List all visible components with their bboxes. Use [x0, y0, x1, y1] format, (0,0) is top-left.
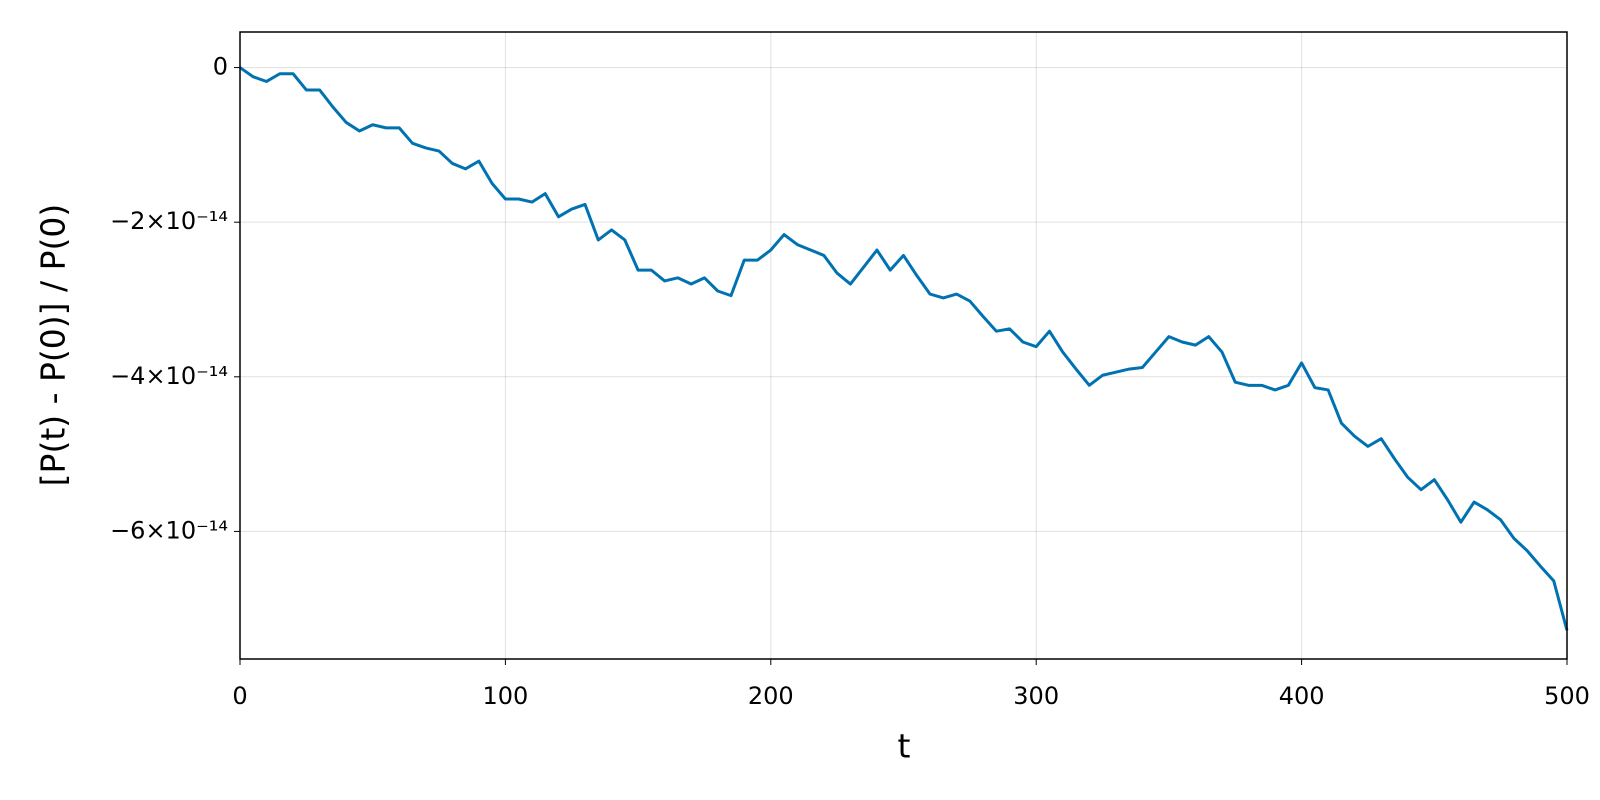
plot-frame [239, 31, 1568, 660]
x-tick-label: 100 [482, 682, 528, 710]
y-tick-label: −6×10⁻¹⁴ [110, 516, 228, 544]
x-tick-label: 500 [1544, 682, 1590, 710]
x-tick-label: 200 [748, 682, 794, 710]
y-axis-label: [P(t) - P(0)] / P(0) [34, 204, 73, 487]
data-line [239, 66, 1569, 631]
x-axis-label: t [898, 727, 911, 766]
y-tick-label: −2×10⁻¹⁴ [110, 207, 228, 235]
x-tick-label: 0 [232, 682, 247, 710]
x-tick-label: 300 [1013, 682, 1059, 710]
y-tick-label: 0 [213, 53, 228, 81]
x-tick-label: 400 [1279, 682, 1325, 710]
y-tick-label: −4×10⁻¹⁴ [110, 362, 228, 390]
